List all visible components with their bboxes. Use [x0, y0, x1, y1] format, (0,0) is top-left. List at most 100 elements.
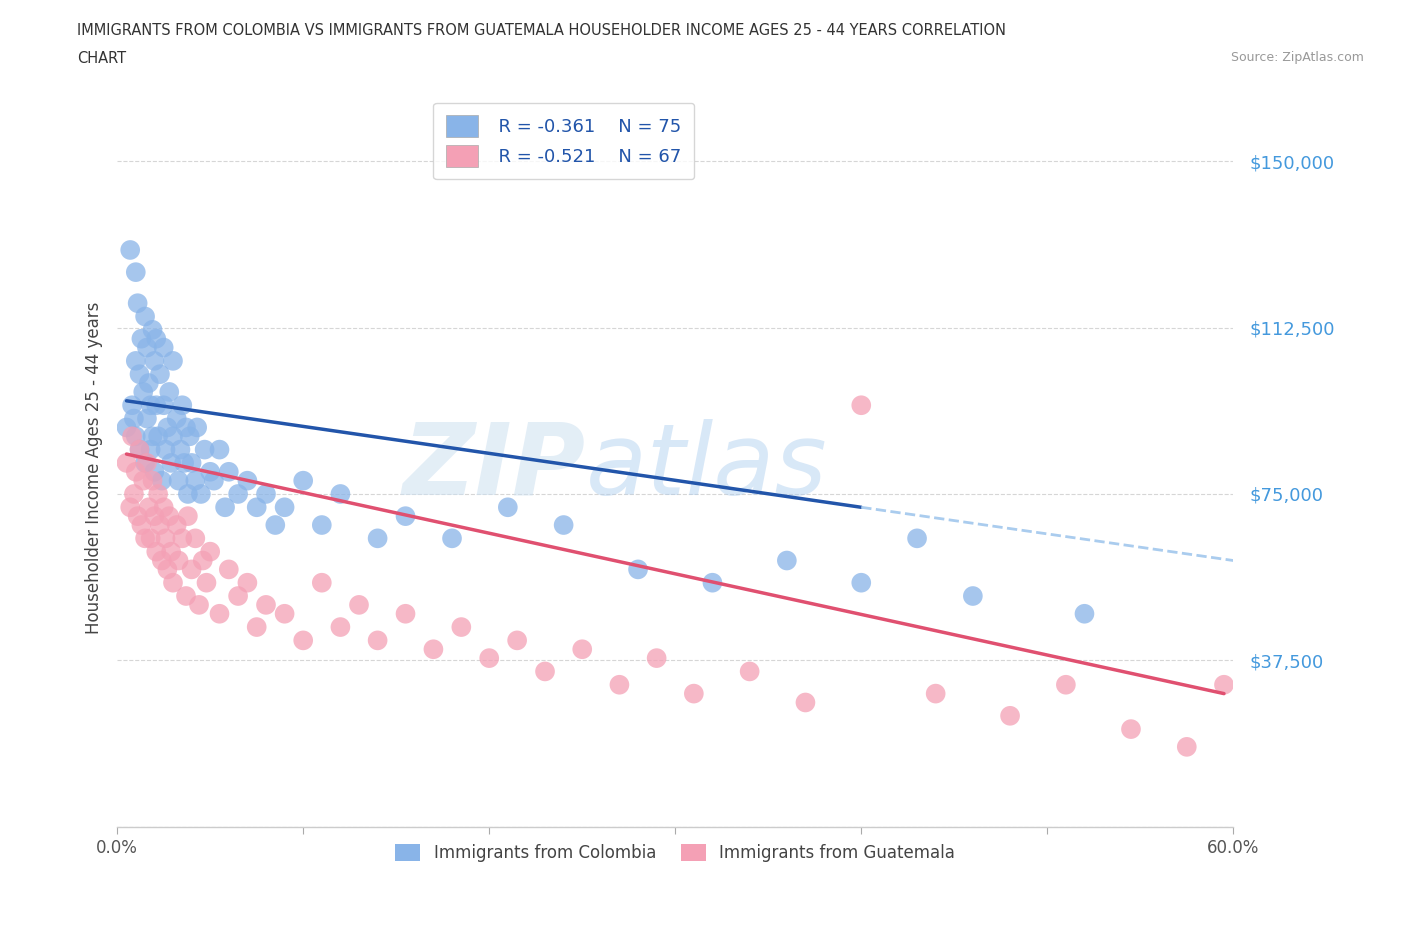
Point [166, 518, 188, 533]
Point [145, 398, 167, 413]
Point [141, 323, 163, 338]
Point [292, 633, 315, 648]
Point [136, 411, 159, 426]
Point [139, 398, 162, 413]
Point [134, 309, 156, 324]
Point [534, 664, 557, 679]
Point [347, 597, 370, 612]
Point [173, 456, 195, 471]
Point [132, 384, 155, 399]
Point [200, 544, 222, 559]
Point [1073, 606, 1095, 621]
Point [128, 366, 150, 381]
Point [160, 544, 183, 559]
Point [702, 576, 724, 591]
Point [139, 531, 162, 546]
Text: Source: ZipAtlas.com: Source: ZipAtlas.com [1230, 51, 1364, 64]
Point [190, 486, 212, 501]
Point [627, 562, 650, 577]
Point [273, 606, 295, 621]
Point [152, 398, 174, 413]
Point [682, 686, 704, 701]
Point [195, 576, 218, 591]
Point [143, 353, 166, 368]
Point [394, 509, 416, 524]
Point [115, 420, 138, 435]
Point [143, 509, 166, 524]
Point [139, 442, 162, 457]
Point [146, 429, 169, 444]
Point [962, 589, 984, 604]
Point [127, 296, 149, 311]
Point [191, 553, 214, 568]
Point [156, 420, 179, 435]
Point [609, 677, 631, 692]
Point [226, 486, 249, 501]
Point [143, 464, 166, 479]
Point [1213, 677, 1236, 692]
Point [180, 456, 202, 471]
Point [1119, 722, 1142, 737]
Point [146, 486, 169, 501]
Point [157, 509, 180, 524]
Point [174, 420, 197, 435]
Point [1054, 677, 1077, 692]
Point [246, 619, 269, 634]
Point [496, 499, 519, 514]
Point [184, 531, 207, 546]
Point [125, 353, 148, 368]
Point [329, 486, 352, 501]
Point [134, 531, 156, 546]
Point [162, 353, 184, 368]
Point [264, 518, 287, 533]
Point [167, 473, 190, 488]
Point [254, 486, 277, 501]
Point [506, 633, 529, 648]
Point [152, 499, 174, 514]
Point [125, 265, 148, 280]
Point [1175, 739, 1198, 754]
Point [160, 456, 183, 471]
Point [776, 553, 799, 568]
Point [218, 464, 240, 479]
Point [478, 651, 501, 666]
Point [121, 429, 143, 444]
Point [450, 619, 472, 634]
Point [202, 473, 225, 488]
Point [131, 331, 153, 346]
Point [121, 398, 143, 413]
Point [924, 686, 946, 701]
Point [998, 709, 1021, 724]
Point [172, 398, 194, 413]
Point [273, 499, 295, 514]
Point [136, 456, 159, 471]
Point [571, 642, 593, 657]
Point [128, 442, 150, 457]
Point [226, 589, 249, 604]
Point [194, 442, 217, 457]
Point [136, 340, 159, 355]
Text: CHART: CHART [77, 51, 127, 66]
Point [167, 553, 190, 568]
Point [394, 606, 416, 621]
Text: IMMIGRANTS FROM COLOMBIA VS IMMIGRANTS FROM GUATEMALA HOUSEHOLDER INCOME AGES 25: IMMIGRANTS FROM COLOMBIA VS IMMIGRANTS F… [77, 23, 1007, 38]
Point [179, 429, 201, 444]
Point [125, 464, 148, 479]
Point [367, 531, 389, 546]
Point [180, 562, 202, 577]
Point [149, 518, 172, 533]
Point [155, 442, 177, 457]
Point [177, 509, 200, 524]
Point [905, 531, 928, 546]
Point [138, 499, 160, 514]
Text: ZIP: ZIP [404, 418, 586, 516]
Point [645, 651, 668, 666]
Point [157, 384, 180, 399]
Point [254, 597, 277, 612]
Point [794, 695, 817, 710]
Point [125, 429, 148, 444]
Point [851, 576, 873, 591]
Y-axis label: Householder Income Ages 25 - 44 years: Householder Income Ages 25 - 44 years [86, 301, 103, 633]
Point [172, 531, 194, 546]
Point [236, 473, 259, 488]
